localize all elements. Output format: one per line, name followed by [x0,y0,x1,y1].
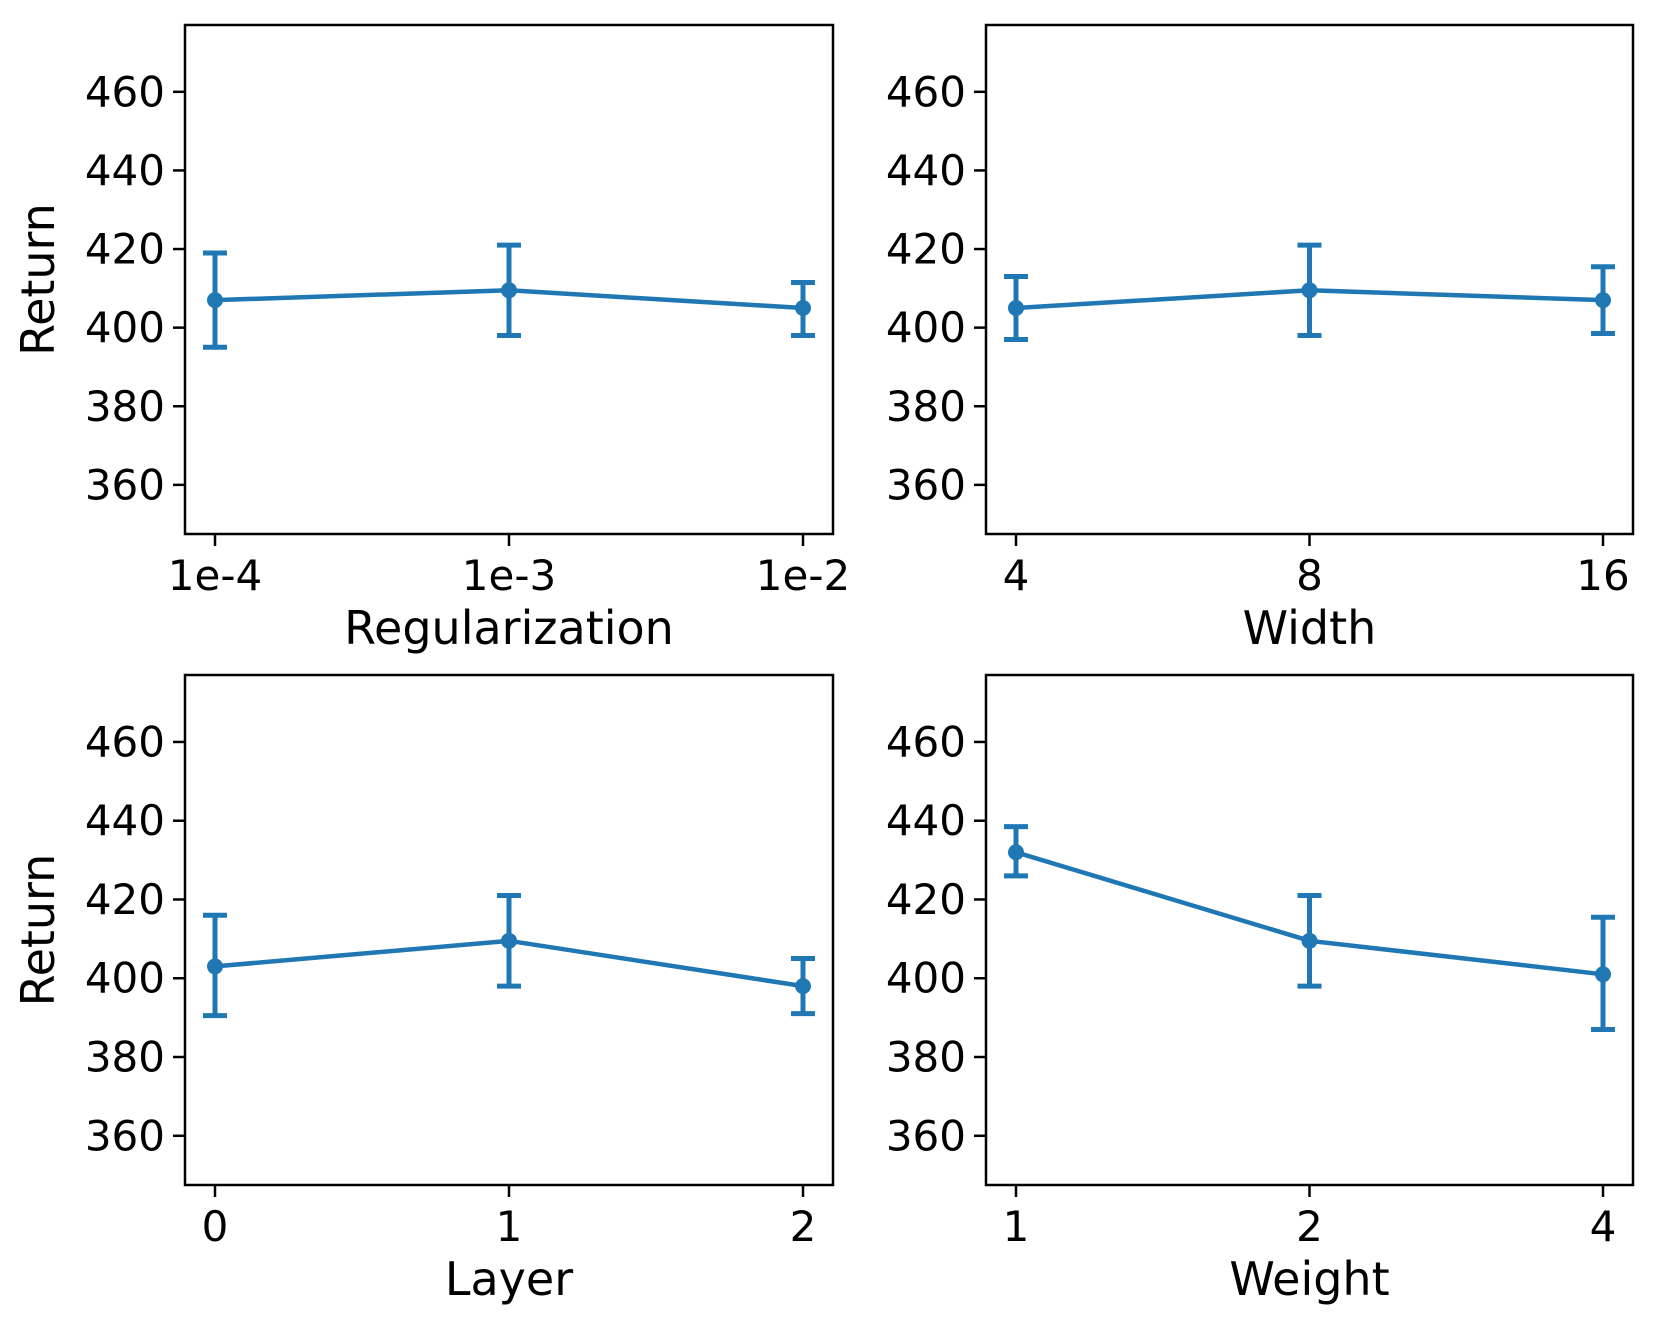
x-tick-label: 1 [1003,1202,1030,1251]
x-tick-label: 1e-4 [168,551,262,600]
data-point-marker [1595,292,1611,309]
y-tick-label: 460 [886,717,966,766]
y-tick-label: 380 [886,382,966,431]
data-point-marker [795,978,811,995]
subplot-weight: 360 380 400 420 440 460 1 2 4 Weight [886,673,1635,1306]
y-tick-label: 420 [85,225,165,274]
x-tick-label: 16 [1576,551,1629,600]
y-tick-label: 460 [85,717,165,766]
x-axis-label: Weight [1229,1252,1389,1306]
y-tick-label: 440 [85,146,165,195]
y-tick-label: 360 [85,1111,165,1160]
y-tick-label: 440 [886,796,966,845]
x-tick-label: 8 [1296,551,1323,600]
y-tick-label: 400 [886,954,966,1003]
subplot-regularization: 360 380 400 420 440 460 1e-4 1e-3 1e-2 Regulariza… [11,23,850,655]
data-point-marker [1008,299,1024,316]
x-axis-label: Layer [445,1252,573,1306]
x-axis-label: Regularization [344,601,674,655]
data-point-marker [207,958,223,975]
data-point-marker [207,292,223,309]
y-tick-label: 360 [886,1111,966,1160]
x-tick-label: 2 [1296,1202,1323,1251]
y-tick-label: 420 [886,225,966,274]
y-axis-label: Return [11,854,65,1007]
y-axis-label: Return [11,203,65,356]
x-tick-label: 1e-3 [462,551,556,600]
data-point-marker [1595,966,1611,983]
x-tick-label: 1 [496,1202,523,1251]
y-tick-label: 440 [85,796,165,845]
y-tick-label: 360 [85,460,165,509]
x-tick-label: 4 [1590,1202,1617,1251]
subplot-width: 360 380 400 420 440 460 4 8 16 Width [886,23,1635,655]
y-tick-label: 380 [85,1033,165,1082]
y-tick-label: 460 [85,67,165,116]
x-tick-label: 1e-2 [756,551,850,600]
y-tick-label: 420 [85,875,165,924]
y-tick-label: 380 [85,382,165,431]
y-tick-label: 440 [886,146,966,195]
data-point-marker [501,932,517,949]
y-tick-label: 400 [85,954,165,1003]
y-tick-label: 360 [886,460,966,509]
subplot-layer: 360 380 400 420 440 460 0 1 2 Layer Return [11,673,835,1306]
y-tick-label: 420 [886,875,966,924]
data-point-marker [1008,844,1024,861]
data-point-marker [501,282,517,299]
x-axis-label: Width [1243,601,1377,655]
y-tick-label: 460 [886,67,966,116]
y-tick-label: 400 [85,303,165,352]
x-tick-label: 0 [202,1202,229,1251]
data-point-marker [1301,932,1318,949]
data-point-marker [1301,282,1318,299]
y-tick-label: 380 [886,1033,966,1082]
x-tick-label: 4 [1003,551,1030,600]
data-point-marker [795,299,811,316]
y-tick-label: 400 [886,303,966,352]
x-tick-label: 2 [790,1202,817,1251]
